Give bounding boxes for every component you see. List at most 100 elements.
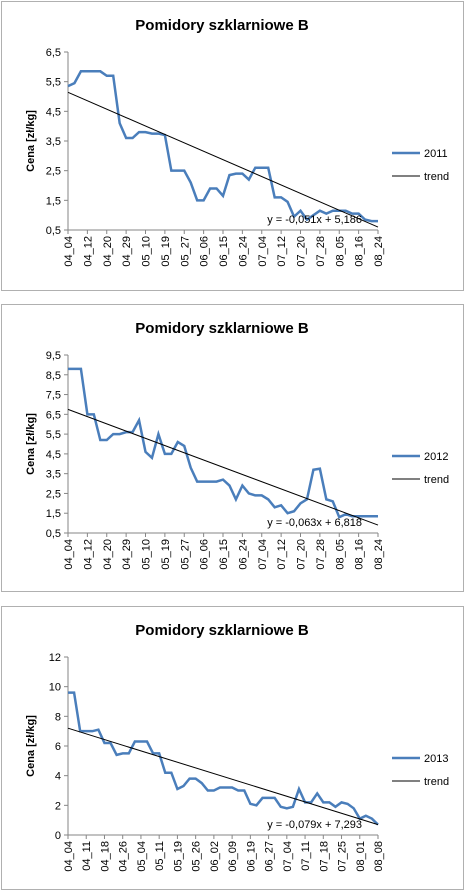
y-tick-label: 1,5 <box>46 195 61 207</box>
x-tick-label: 06_27 <box>264 841 276 872</box>
y-tick-label: 7,5 <box>46 390 61 402</box>
x-tick-label: 04_12 <box>82 539 94 570</box>
x-tick-label: 05_19 <box>172 841 184 872</box>
y-axis-label: Cena [zł/kg] <box>25 413 37 475</box>
y-tick-label: 12 <box>49 652 61 664</box>
y-tick-label: 5,5 <box>46 429 61 441</box>
x-tick-label: 07_04 <box>257 539 269 570</box>
panel-border <box>1 1 464 291</box>
x-tick-label: 07_18 <box>318 841 330 872</box>
y-tick-label: 0,5 <box>46 528 61 540</box>
x-tick-label: 05_19 <box>160 539 172 570</box>
x-tick-label: 06_24 <box>237 539 249 570</box>
trend-line <box>67 91 379 228</box>
legend-label: trend <box>424 171 449 183</box>
x-tick-label: 07_12 <box>276 236 288 267</box>
trend-line <box>67 727 379 826</box>
series-line <box>68 691 379 826</box>
x-tick-label: 06_24 <box>237 236 249 267</box>
x-tick-label: 06_02 <box>209 841 221 872</box>
x-tick-label: 08_05 <box>334 236 346 267</box>
chart-title: Pomidory szklarniowe B <box>135 320 309 337</box>
y-tick-label: 2,5 <box>46 488 61 500</box>
y-tick-label: 8,5 <box>46 370 61 382</box>
trend-equation: y = -0,051x + 5,186 <box>267 214 362 226</box>
x-tick-label: 07_12 <box>276 539 288 570</box>
y-tick-label: 6,5 <box>46 47 61 59</box>
x-tick-label: 04_04 <box>63 539 75 570</box>
x-tick-label: 07_25 <box>337 841 349 872</box>
panel-border <box>1 304 464 592</box>
x-tick-label: 06_15 <box>218 236 230 267</box>
x-tick-label: 08_05 <box>334 539 346 570</box>
y-tick-label: 2 <box>55 800 61 812</box>
x-tick-label: 07_11 <box>300 841 312 871</box>
x-tick-label: 06_06 <box>199 236 211 267</box>
x-tick-label: 05_19 <box>160 236 172 267</box>
y-tick-label: 8 <box>55 711 61 723</box>
x-tick-label: 07_28 <box>315 236 327 267</box>
y-tick-label: 3,5 <box>46 136 61 148</box>
x-tick-label: 05_27 <box>179 236 191 267</box>
x-tick-label: 07_04 <box>282 841 294 872</box>
x-tick-label: 04_29 <box>121 236 133 267</box>
y-tick-label: 1,5 <box>46 508 61 520</box>
x-tick-label: 06_19 <box>245 841 257 872</box>
y-tick-label: 4,5 <box>46 106 61 118</box>
x-tick-label: 04_18 <box>99 841 111 872</box>
y-tick-label: 5,5 <box>46 77 61 89</box>
y-tick-label: 0 <box>55 830 61 842</box>
legend-label: trend <box>424 474 449 486</box>
trend-equation: y = -0,063x + 6,818 <box>267 517 362 529</box>
x-tick-label: 05_10 <box>141 539 153 570</box>
y-tick-label: 9,5 <box>46 350 61 362</box>
x-tick-label: 08_16 <box>354 539 366 570</box>
y-tick-label: 0,5 <box>46 225 61 237</box>
y-tick-label: 2,5 <box>46 166 61 178</box>
trend-line <box>67 408 379 526</box>
x-tick-label: 06_15 <box>218 539 230 570</box>
x-tick-label: 07_20 <box>296 539 308 570</box>
series-line <box>68 367 378 519</box>
x-tick-label: 04_04 <box>63 236 75 267</box>
x-tick-label: 07_04 <box>257 236 269 267</box>
panel-border <box>1 606 464 890</box>
y-tick-label: 4,5 <box>46 449 61 461</box>
y-tick-label: 6 <box>55 741 61 753</box>
x-tick-label: 05_10 <box>141 236 153 267</box>
legend-label: 2011 <box>424 148 448 160</box>
legend-label: 2012 <box>424 451 448 463</box>
x-tick-label: 06_09 <box>227 841 239 872</box>
x-tick-label: 04_04 <box>63 841 75 872</box>
chart-title: Pomidory szklarniowe B <box>135 17 309 34</box>
legend-label: 2013 <box>424 753 448 765</box>
x-tick-label: 04_26 <box>118 841 130 872</box>
y-tick-label: 3,5 <box>46 469 61 481</box>
y-tick-label: 6,5 <box>46 409 61 421</box>
series-line <box>67 70 378 223</box>
x-tick-label: 04_20 <box>102 539 114 570</box>
y-tick-label: 10 <box>49 682 61 694</box>
x-tick-label: 05_11 <box>154 841 166 871</box>
x-tick-label: 04_20 <box>102 236 114 267</box>
x-tick-label: 08_01 <box>355 841 367 872</box>
x-tick-label: 07_20 <box>296 236 308 267</box>
x-tick-label: 08_24 <box>373 539 385 570</box>
x-tick-label: 07_28 <box>315 539 327 570</box>
legend-label: trend <box>424 776 449 788</box>
y-axis-label: Cena [zł/kg] <box>25 715 37 777</box>
x-tick-label: 04_11 <box>81 841 93 871</box>
x-tick-label: 04_12 <box>82 236 94 267</box>
x-tick-label: 04_29 <box>121 539 133 570</box>
x-tick-label: 06_06 <box>199 539 211 570</box>
y-tick-label: 4 <box>55 771 61 783</box>
x-tick-label: 05_04 <box>136 841 148 872</box>
x-tick-label: 05_26 <box>191 841 203 872</box>
x-tick-label: 08_24 <box>373 236 385 267</box>
chart-title: Pomidory szklarniowe B <box>135 622 309 639</box>
y-axis-label: Cena [zł/kg] <box>25 110 37 172</box>
x-tick-label: 08_08 <box>373 841 385 872</box>
x-tick-label: 05_27 <box>179 539 191 570</box>
trend-equation: y = -0,079x + 7,293 <box>267 819 362 831</box>
